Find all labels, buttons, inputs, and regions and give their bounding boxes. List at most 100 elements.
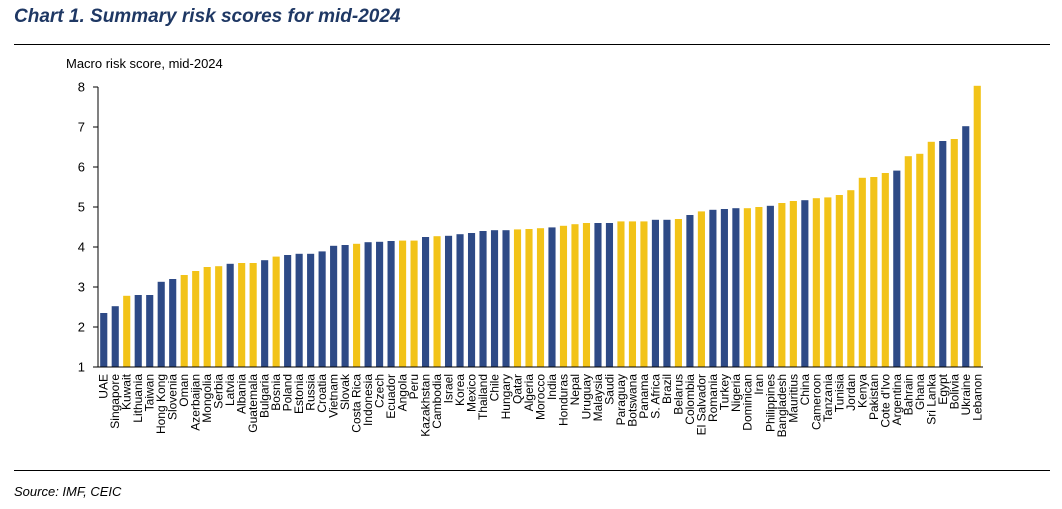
bar [376,241,384,367]
bar [134,295,142,367]
y-tick-label: 8 [78,80,85,95]
category-label: Lithuania [131,374,145,423]
y-tick-label: 7 [78,120,85,135]
bar [180,275,188,367]
bar [939,141,947,367]
bar [628,221,637,367]
category-label: S. Africa [648,374,662,419]
bar [755,207,763,367]
chart-title: Chart 1. Summary risk scores for mid-202… [14,6,401,27]
bar [651,219,659,367]
bar [341,245,349,367]
bar [318,251,326,367]
bar [157,281,165,367]
bottom-rule [14,470,1050,471]
category-label: Sri Lanka [924,374,938,425]
category-label: Vietnam [327,374,341,418]
category-label: Costa Rica [350,374,364,433]
category-label: Latvia [223,374,237,406]
category-label: Bangladesh [775,374,789,437]
category-label: Poland [281,374,295,411]
bar [950,139,958,367]
bar [444,235,453,367]
bar [582,223,591,367]
category-label: Tanzania [821,374,835,422]
bar [307,253,315,367]
bar [513,229,522,367]
y-tick-label: 6 [78,160,85,175]
bar [674,219,682,367]
category-label: Thailand [476,374,490,420]
bar [893,170,901,367]
y-axis: 1 2 3 4 5 6 7 8 [78,80,98,375]
category-label: Panama [637,374,651,419]
bar [479,231,487,367]
bar [778,203,786,367]
category-label: Morocco [534,374,548,420]
bar [100,313,108,367]
category-label: Azerbaijan [189,374,203,431]
bar [835,195,843,367]
source-note: Source: IMF, CEIC [14,484,122,499]
category-label: Colombia [683,374,697,425]
category-label: Slovak [338,373,352,410]
category-label: Bolivia [947,374,961,410]
category-label: Serbia [212,374,226,409]
category-label: Paraguay [614,374,628,425]
category-label: Guatemala [246,374,260,433]
bar [548,227,556,367]
bar [226,263,234,367]
bar [709,209,717,367]
y-axis-label: Macro risk score, mid-2024 [66,56,223,71]
bars [100,85,981,368]
category-label: Argentina [890,374,904,426]
category-label: Iran [752,374,766,395]
bar [456,234,464,367]
bar [203,267,211,367]
category-label: Cameroon [809,374,823,430]
category-label: Slovenia [166,374,180,420]
bar [605,223,614,367]
category-label: China [798,374,812,406]
category-label: Kenya [855,374,869,408]
y-tick-label: 3 [78,280,85,295]
bar [490,230,499,367]
category-label: Czech [373,374,387,408]
bar [973,85,981,368]
category-label: Taiwan [143,374,157,411]
category-label: Ecuador [384,374,398,419]
category-label: Pakistan [867,374,881,420]
bar [284,255,292,367]
bar [559,225,568,367]
bar [410,240,418,367]
category-label: Saudi [602,374,616,405]
category-label: Botswana [625,374,639,427]
bar [962,126,970,367]
bar [249,263,257,367]
y-tick-label: 4 [78,240,85,255]
category-label: UAE [97,374,111,399]
category-label: Croatia [315,374,329,413]
bar [536,228,545,367]
bar [766,205,774,367]
category-label: Oman [177,374,191,407]
category-label: Turkey [717,374,731,410]
bar [870,177,878,367]
bar [594,223,602,367]
bar [146,295,154,367]
category-label: Mongolia [200,374,214,423]
category-label: Mauritius [786,374,800,423]
category-label: Peru [407,374,421,399]
bar [399,240,407,367]
category-label: Lebanon [970,374,984,421]
bar [502,230,510,367]
bar [169,279,177,367]
category-label: Russia [304,374,318,411]
bar [272,256,280,367]
category-label: Hungary [499,374,513,419]
bar [192,271,200,367]
category-label: Indonesia [361,374,375,426]
bar [904,156,912,367]
bar [801,200,809,367]
